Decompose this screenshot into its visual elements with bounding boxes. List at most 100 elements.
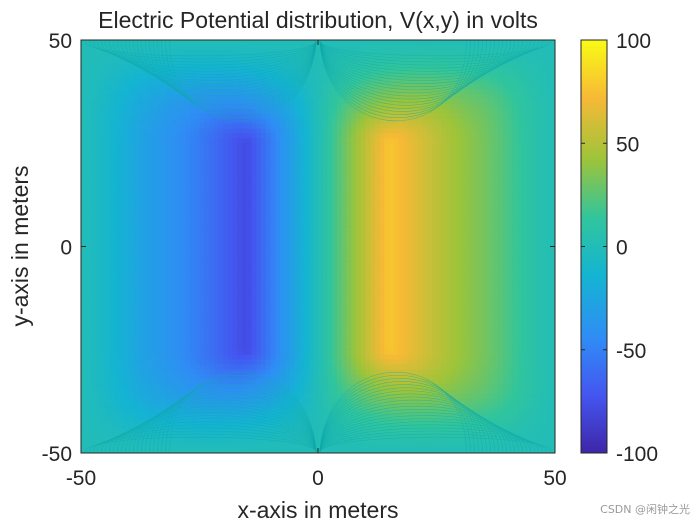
heatmap-cell xyxy=(185,54,191,61)
heatmap-cell xyxy=(517,99,523,105)
heatmap-cell xyxy=(147,226,153,233)
heatmap-cell xyxy=(275,99,281,105)
heatmap-cell xyxy=(299,236,305,243)
heatmap-cell xyxy=(104,192,111,198)
heatmap-cell xyxy=(171,74,177,80)
heatmap-cell xyxy=(341,49,348,56)
heatmap-cell xyxy=(128,133,134,139)
heatmap-cell xyxy=(242,192,248,198)
heatmap-cell xyxy=(95,123,101,130)
heatmap-cell xyxy=(341,256,348,262)
heatmap-cell xyxy=(403,251,409,257)
heatmap-cell xyxy=(99,172,106,179)
heatmap-cell xyxy=(346,40,352,46)
heatmap-cell xyxy=(104,261,111,267)
heatmap-cell xyxy=(502,79,509,85)
heatmap-cell xyxy=(294,182,300,189)
heatmap-cell xyxy=(208,59,215,66)
heatmap-cell xyxy=(109,158,115,164)
heatmap-cell xyxy=(346,212,352,218)
heatmap-cell xyxy=(227,123,234,130)
heatmap-cell xyxy=(427,162,433,169)
heatmap-cell xyxy=(95,177,101,184)
heatmap-cell xyxy=(166,59,172,66)
heatmap-cell xyxy=(299,197,305,203)
heatmap-cell xyxy=(540,251,547,257)
heatmap-cell xyxy=(213,212,220,218)
heatmap-cell xyxy=(299,64,305,71)
heatmap-cell xyxy=(445,217,452,223)
heatmap-cell xyxy=(180,221,186,228)
heatmap-cell xyxy=(204,280,210,287)
heatmap-cell xyxy=(374,266,381,272)
heatmap-cell xyxy=(261,202,267,208)
heatmap-cell xyxy=(474,217,480,223)
heatmap-cell xyxy=(493,212,499,218)
heatmap-cell xyxy=(393,128,400,135)
heatmap-cell xyxy=(427,69,433,76)
heatmap-cell xyxy=(204,256,210,262)
heatmap-cell xyxy=(142,103,148,110)
heatmap-cell xyxy=(303,118,310,125)
heatmap-cell xyxy=(152,231,158,238)
heatmap-cell xyxy=(265,187,272,194)
heatmap-cell xyxy=(455,280,461,287)
heatmap-cell xyxy=(389,202,395,208)
heatmap-cell xyxy=(171,40,177,46)
heatmap-cell xyxy=(95,84,101,90)
heatmap-cell xyxy=(351,280,357,287)
heatmap-cell xyxy=(166,89,172,95)
heatmap-cell xyxy=(365,231,371,238)
heatmap-cell xyxy=(190,187,196,194)
heatmap-cell xyxy=(123,212,129,218)
heatmap-cell xyxy=(374,182,381,189)
heatmap-cell xyxy=(408,143,414,149)
heatmap-cell xyxy=(365,64,371,71)
heatmap-cell xyxy=(280,177,286,184)
heatmap-cell xyxy=(147,49,153,56)
heatmap-cell xyxy=(517,167,523,174)
heatmap-cell xyxy=(90,89,96,95)
heatmap-cell xyxy=(90,251,96,257)
heatmap-cell xyxy=(152,261,158,267)
heatmap-cell xyxy=(294,162,300,169)
heatmap-cell xyxy=(308,113,314,120)
heatmap-cell xyxy=(313,192,319,198)
heatmap-cell xyxy=(536,187,542,194)
heatmap-cell xyxy=(261,74,267,80)
heatmap-cell xyxy=(213,148,220,154)
heatmap-cell xyxy=(95,44,101,51)
heatmap-cell xyxy=(289,226,295,233)
heatmap-cell xyxy=(133,182,139,189)
heatmap-cell xyxy=(450,64,457,71)
heatmap-cell xyxy=(507,202,513,208)
heatmap-cell xyxy=(104,266,111,272)
heatmap-cell xyxy=(270,246,276,253)
heatmap-cell xyxy=(431,207,438,213)
heatmap-cell xyxy=(227,217,234,223)
heatmap-cell xyxy=(346,148,352,154)
heatmap-cell xyxy=(242,44,248,51)
heatmap-cell xyxy=(431,192,438,198)
heatmap-cell xyxy=(327,40,333,46)
heatmap-cell xyxy=(412,59,419,66)
heatmap-cell xyxy=(261,69,267,76)
heatmap-cell xyxy=(346,231,352,238)
heatmap-cell xyxy=(123,143,129,149)
heatmap-cell xyxy=(536,128,542,135)
heatmap-cell xyxy=(194,49,201,56)
heatmap-cell xyxy=(431,246,438,253)
heatmap-cell xyxy=(422,113,428,120)
heatmap-cell xyxy=(95,108,101,115)
heatmap-cell xyxy=(81,187,87,194)
heatmap-cell xyxy=(502,162,509,169)
heatmap-cell xyxy=(137,221,144,228)
heatmap-cell xyxy=(374,231,381,238)
heatmap-cell xyxy=(237,84,243,90)
heatmap-cell xyxy=(483,226,490,233)
heatmap-cell xyxy=(427,54,433,61)
heatmap-cell xyxy=(218,113,224,120)
heatmap-cell xyxy=(545,54,551,61)
heatmap-cell xyxy=(81,251,87,257)
heatmap-cell xyxy=(507,217,513,223)
